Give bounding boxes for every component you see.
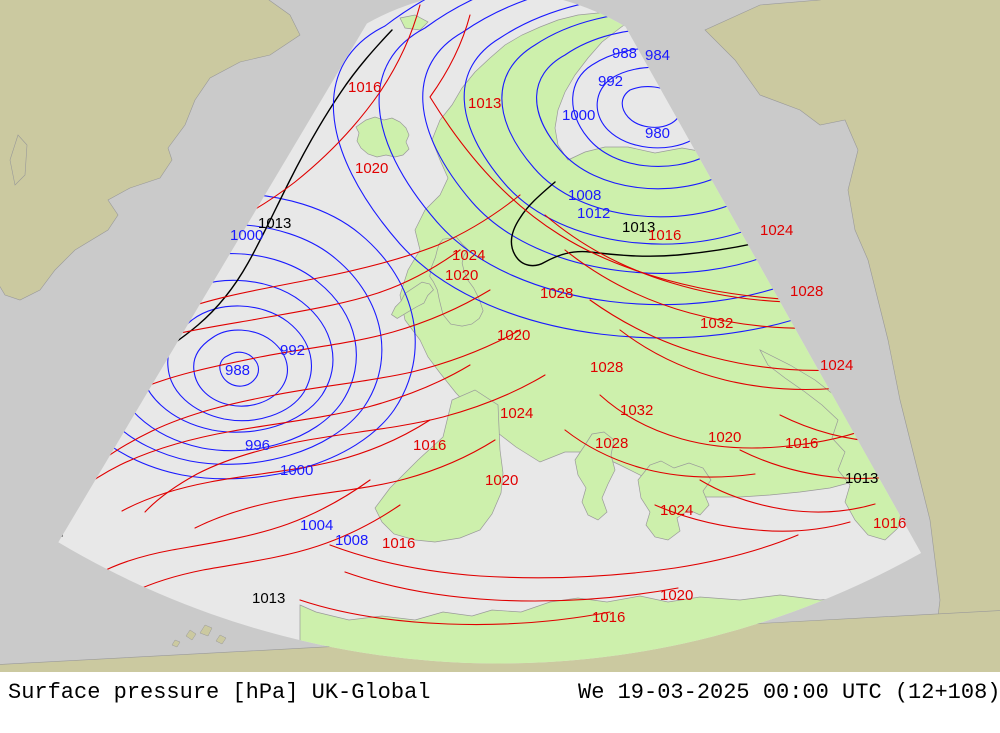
- svg-text:988: 988: [225, 362, 250, 379]
- svg-text:1008: 1008: [335, 532, 368, 549]
- svg-text:1032: 1032: [620, 402, 653, 419]
- svg-text:1028: 1028: [790, 283, 823, 300]
- svg-text:1016: 1016: [873, 515, 906, 532]
- svg-text:1016: 1016: [785, 435, 818, 452]
- svg-text:1028: 1028: [590, 359, 623, 376]
- svg-text:1016: 1016: [592, 609, 625, 626]
- svg-text:1024: 1024: [760, 222, 793, 239]
- svg-text:1016: 1016: [382, 535, 415, 552]
- svg-text:1012: 1012: [577, 205, 610, 222]
- svg-text:1016: 1016: [413, 437, 446, 454]
- svg-text:1013: 1013: [258, 215, 291, 232]
- svg-text:1024: 1024: [500, 405, 533, 422]
- svg-text:992: 992: [598, 73, 623, 90]
- svg-text:1020: 1020: [497, 327, 530, 344]
- svg-text:984: 984: [645, 47, 670, 64]
- svg-text:1013: 1013: [845, 470, 878, 487]
- svg-text:1028: 1028: [540, 285, 573, 302]
- svg-text:1000: 1000: [562, 107, 595, 124]
- svg-text:1020: 1020: [708, 429, 741, 446]
- svg-text:1008: 1008: [568, 187, 601, 204]
- svg-text:1000: 1000: [280, 462, 313, 479]
- svg-text:1028: 1028: [595, 435, 628, 452]
- svg-text:1020: 1020: [660, 587, 693, 604]
- svg-text:996: 996: [245, 437, 270, 454]
- svg-text:1004: 1004: [300, 517, 333, 534]
- svg-text:1024: 1024: [820, 357, 853, 374]
- svg-text:1024: 1024: [452, 247, 485, 264]
- svg-text:1020: 1020: [445, 267, 478, 284]
- svg-text:992: 992: [280, 342, 305, 359]
- svg-text:1032: 1032: [700, 315, 733, 332]
- svg-text:1016: 1016: [348, 79, 381, 96]
- svg-text:1016: 1016: [648, 227, 681, 244]
- svg-text:980: 980: [645, 125, 670, 142]
- svg-text:1024: 1024: [660, 502, 693, 519]
- svg-text:988: 988: [612, 45, 637, 62]
- svg-text:1013: 1013: [252, 590, 285, 607]
- svg-text:1020: 1020: [355, 160, 388, 177]
- svg-text:1013: 1013: [468, 95, 501, 112]
- svg-text:1020: 1020: [485, 472, 518, 489]
